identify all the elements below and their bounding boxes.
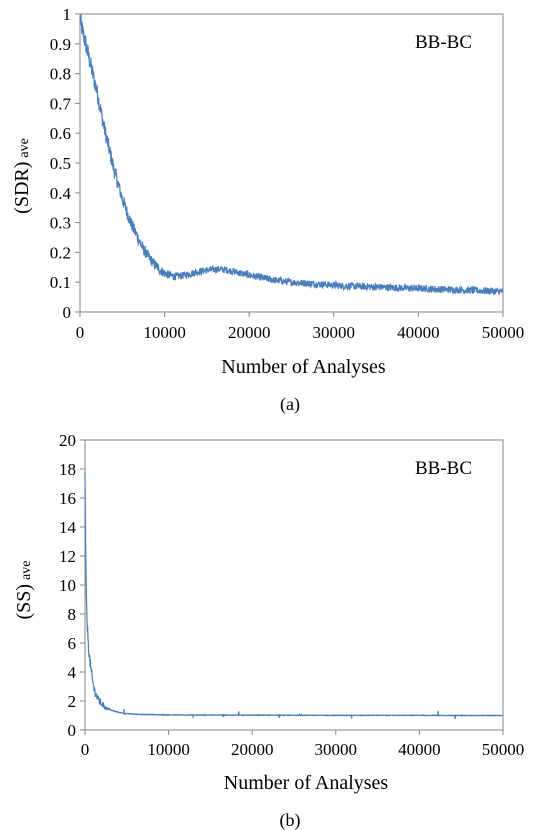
x-tick-label: 10000 xyxy=(147,740,190,759)
y-tick-label: 0.5 xyxy=(50,154,71,173)
x-tick-label: 0 xyxy=(81,740,90,759)
y-tick-label: 4 xyxy=(68,663,77,682)
y-axis-title-subscript: ave xyxy=(19,560,34,579)
y-axis-title: (SDR) ave xyxy=(11,138,33,214)
y-tick-label: 0 xyxy=(63,303,72,322)
y-axis-title-subscript: ave xyxy=(17,138,32,157)
y-axis-title-text: (SS) ave xyxy=(13,560,35,619)
x-tick-label: 30000 xyxy=(313,323,356,342)
y-tick-label: 0.3 xyxy=(50,214,71,233)
x-tick-label: 40000 xyxy=(398,740,441,759)
chart-panel-b: 0 2 4 6 8 10 12 14 16 18 20 0 10000 20000 30000 40000 50… xyxy=(13,431,524,830)
y-axis-title-main: (SDR) xyxy=(11,162,33,214)
y-tick-label: 8 xyxy=(68,605,77,624)
y-tick-label: 16 xyxy=(59,489,76,508)
series-annotation: BB-BC xyxy=(415,32,472,53)
data-series-line xyxy=(79,14,504,296)
x-tick-label: 50000 xyxy=(482,323,525,342)
y-axis-title-text: (SDR) ave xyxy=(11,138,33,214)
y-axis-title: (SS) ave xyxy=(13,560,35,619)
y-tick-label: 0.2 xyxy=(50,243,71,262)
y-tick-label: 0 xyxy=(68,721,77,740)
chart-panel-a: 0 0.1 0.2 0.3 0.4 0.5 0.6 0.7 0.8 0.9 1 0 10000 20000… xyxy=(11,5,524,415)
y-tick-label: 6 xyxy=(68,634,77,653)
panel-caption: (b) xyxy=(280,810,301,830)
x-tick-label: 0 xyxy=(76,323,85,342)
y-tick-label: 14 xyxy=(59,518,77,537)
data-series-line xyxy=(84,471,504,719)
y-tick-label: 10 xyxy=(59,576,76,595)
y-tick-label: 0.8 xyxy=(50,65,71,84)
y-tick-label: 2 xyxy=(68,692,77,711)
x-tick-label: 50000 xyxy=(482,740,525,759)
panel-caption: (a) xyxy=(280,394,300,415)
series-annotation: BB-BC xyxy=(415,458,472,479)
y-tick-label: 18 xyxy=(59,460,76,479)
x-tick-label: 20000 xyxy=(231,740,274,759)
y-tick-label: 0.9 xyxy=(50,35,71,54)
y-tick-label: 0.4 xyxy=(50,184,72,203)
y-tick-label: 20 xyxy=(59,431,76,450)
y-tick-label: 0.7 xyxy=(50,94,72,113)
y-tick-label: 1 xyxy=(63,5,72,24)
y-axis-title-main: (SS) xyxy=(13,584,35,620)
y-tick-label: 12 xyxy=(59,547,76,566)
x-tick-label: 40000 xyxy=(397,323,440,342)
x-tick-label: 10000 xyxy=(143,323,186,342)
x-tick-label: 30000 xyxy=(315,740,358,759)
x-axis-title: Number of Analyses xyxy=(221,356,386,378)
x-axis-title: Number of Analyses xyxy=(224,772,389,794)
y-tick-label: 0.6 xyxy=(50,124,71,143)
y-tick-label: 0.1 xyxy=(50,273,71,292)
x-tick-label: 20000 xyxy=(228,323,271,342)
